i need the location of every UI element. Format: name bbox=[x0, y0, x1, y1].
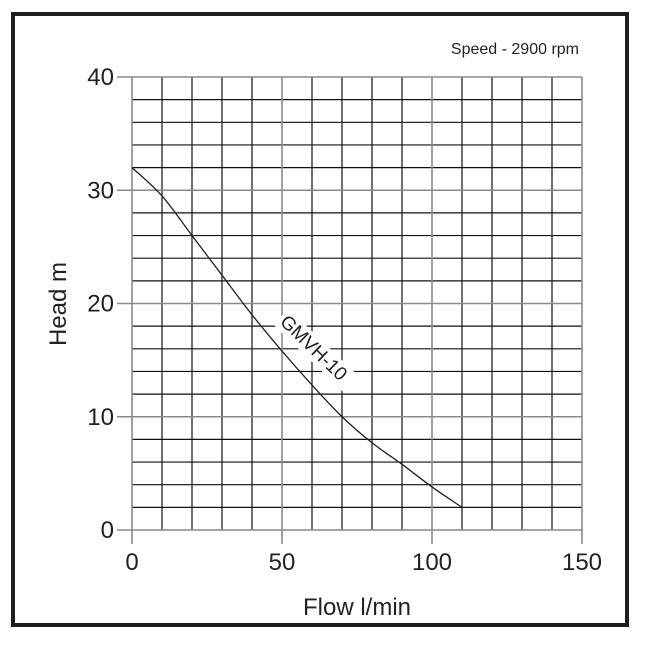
major-grid bbox=[117, 76, 583, 544]
series-label-background bbox=[273, 308, 358, 392]
y-tick-label: 0 bbox=[101, 517, 114, 544]
performance-curve bbox=[131, 167, 463, 508]
y-tick-label: 20 bbox=[87, 291, 114, 318]
x-tick-label: 50 bbox=[269, 549, 296, 576]
x-tick-label: 100 bbox=[412, 549, 452, 576]
y-tick-label: 40 bbox=[87, 64, 114, 91]
minor-grid bbox=[132, 77, 582, 530]
speed-annotation: Speed - 2900 rpm bbox=[451, 41, 579, 58]
x-tick-label: 0 bbox=[125, 549, 138, 576]
x-tick-label: 150 bbox=[562, 549, 602, 576]
y-tick-label: 30 bbox=[87, 177, 114, 204]
y-axis-title: Head m bbox=[45, 262, 72, 346]
x-axis-title: Flow l/min bbox=[303, 594, 411, 621]
chart-frame bbox=[11, 12, 629, 627]
y-tick-label: 10 bbox=[87, 404, 114, 431]
tick-labels: 0 50 100 150 0 10 20 30 40 bbox=[87, 64, 602, 576]
